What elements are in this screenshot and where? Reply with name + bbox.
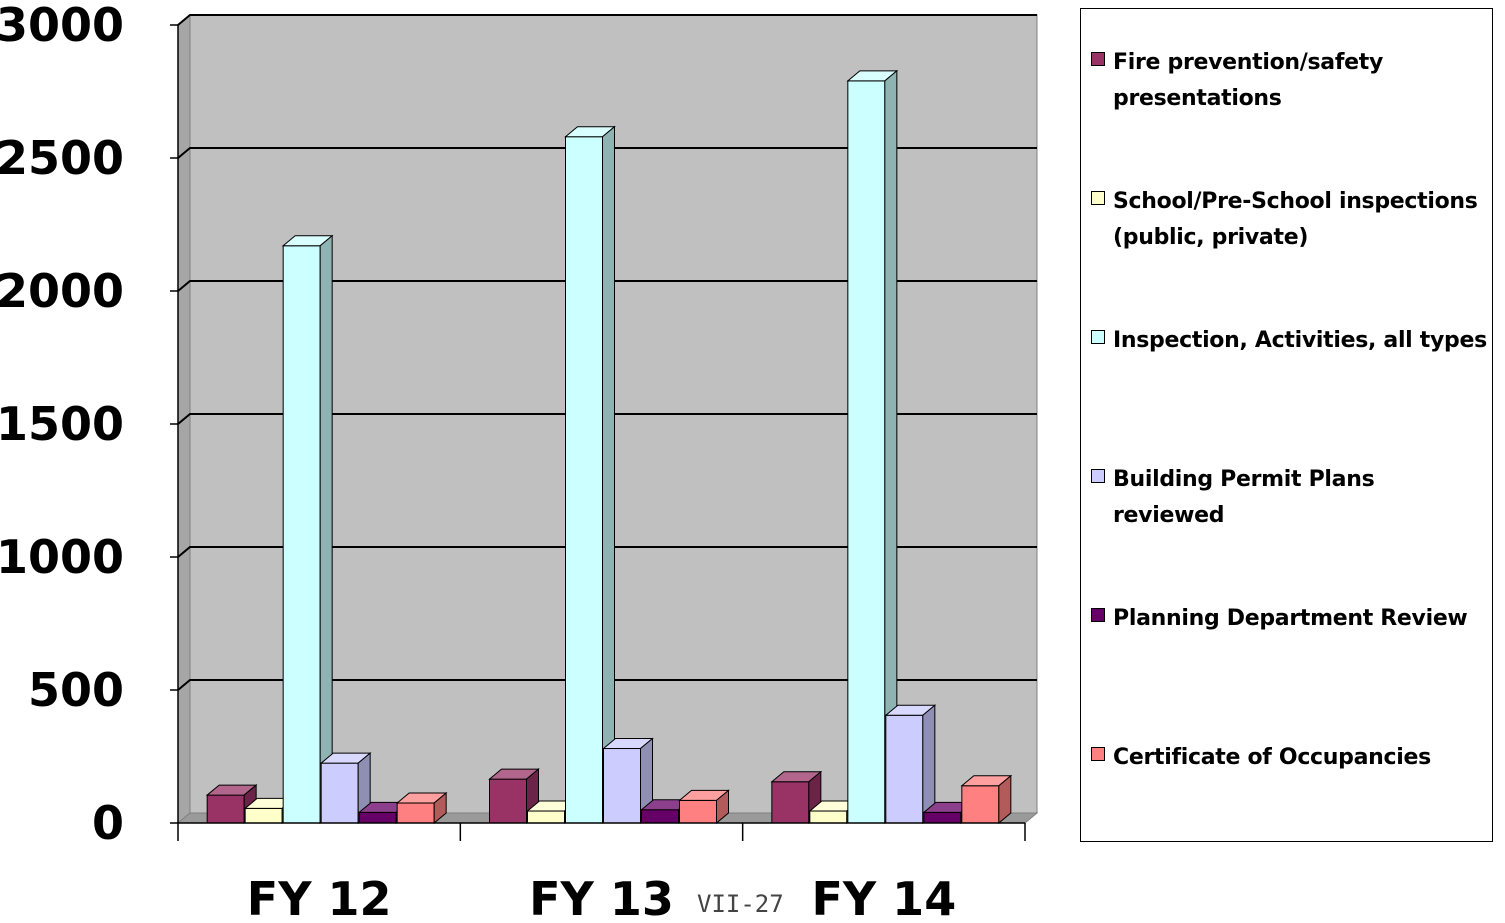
legend-label: Fire prevention/safety presentations — [1113, 50, 1384, 111]
legend: Fire prevention/safety presentations Scho… — [1080, 8, 1493, 842]
gridline — [177, 147, 1037, 159]
bar — [846, 69, 899, 825]
page-label: VII-27 — [697, 890, 784, 918]
x-tick-labels: FY 12 FY 13 FY 14 — [247, 872, 956, 923]
bar — [678, 789, 730, 825]
legend-swatch — [1091, 330, 1105, 344]
gridline — [177, 280, 1037, 292]
bar — [281, 234, 334, 825]
y-tick-label: 3000 — [0, 0, 124, 52]
axes — [170, 24, 1026, 841]
legend-item: Inspection, Activities, all types — [1091, 323, 1487, 359]
gridline — [177, 679, 1037, 691]
legend-item: Fire prevention/safety presentations — [1091, 45, 1487, 117]
legend-label: Certificate of Occupancies — [1113, 745, 1431, 770]
bar — [564, 125, 616, 825]
gridline — [177, 546, 1037, 558]
x-tick-label: FY 12 — [247, 872, 392, 923]
bar — [884, 704, 937, 825]
gridlines — [177, 14, 1037, 691]
legend-item: Planning Department Review — [1091, 601, 1487, 637]
y-tick-label: 2000 — [0, 264, 124, 318]
legend-item: Certificate of Occupancies — [1091, 740, 1487, 776]
x-tick-label: FY 13 — [529, 872, 674, 923]
y-tick-labels: 0 500 1000 1500 2000 2500 3000 — [0, 0, 124, 850]
legend-item: School/Pre-School inspections (public, p… — [1091, 184, 1487, 256]
y-tick-label: 2500 — [0, 131, 124, 185]
bars — [205, 69, 1013, 825]
legend-swatch — [1091, 747, 1105, 761]
y-tick-label: 1500 — [0, 397, 124, 451]
y-tick-label: 500 — [28, 663, 124, 717]
legend-label: School/Pre-School inspections (public, p… — [1113, 189, 1478, 250]
legend-label: Building Permit Plans reviewed — [1113, 467, 1375, 528]
legend-label: Planning Department Review — [1113, 606, 1468, 631]
legend-swatch — [1091, 52, 1105, 66]
bar — [960, 774, 1013, 825]
y-tick-label: 0 — [92, 796, 124, 850]
bar — [395, 791, 448, 825]
x-tick-label: FY 14 — [811, 872, 956, 923]
gridline — [177, 413, 1037, 425]
legend-swatch — [1091, 469, 1105, 483]
legend-swatch — [1091, 608, 1105, 622]
gridline — [177, 14, 1037, 26]
bar — [770, 770, 823, 825]
bar — [602, 737, 654, 825]
legend-label: Inspection, Activities, all types — [1113, 328, 1487, 353]
legend-swatch — [1091, 191, 1105, 205]
y-tick-label: 1000 — [0, 530, 124, 584]
legend-item: Building Permit Plans reviewed — [1091, 462, 1487, 534]
